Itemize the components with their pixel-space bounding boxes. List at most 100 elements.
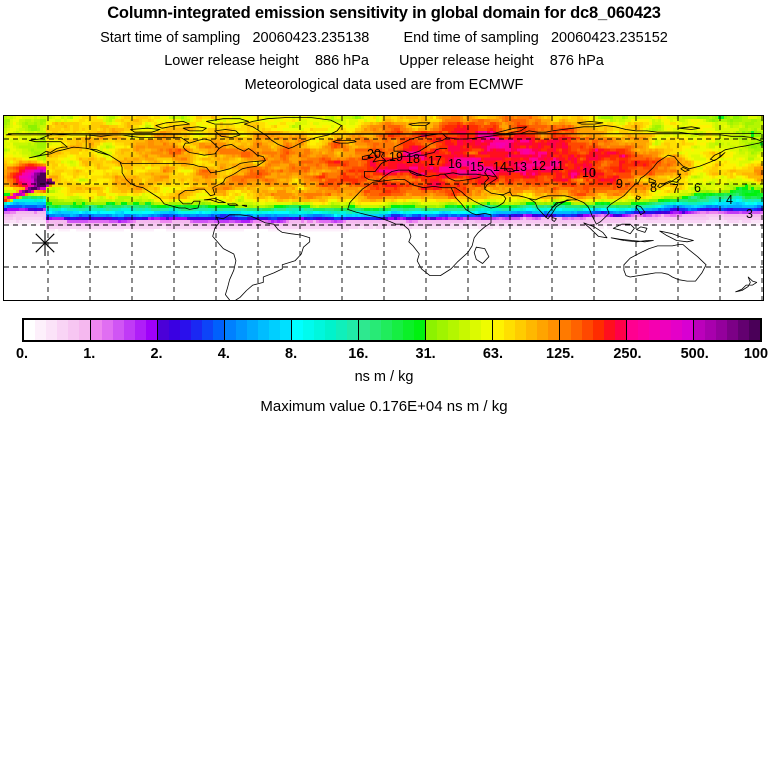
upper-release-height-label: Upper release height [399, 53, 534, 69]
release-site-star [32, 230, 58, 256]
trajectory-day-4: 4 [726, 193, 733, 207]
trajectory-day-12: 12 [532, 159, 546, 173]
colorbar-step [716, 320, 727, 340]
colorbar-step [437, 320, 448, 340]
colorbar-tick-8: 8. [285, 346, 298, 362]
end-time-value: 20060423.235152 [550, 29, 668, 46]
colorbar-step [146, 320, 157, 340]
colorbar-step [504, 320, 515, 340]
colorbar-step [448, 320, 459, 340]
colorbar-step [202, 320, 213, 340]
colorbar-step [392, 320, 403, 340]
colorbar-step [280, 320, 291, 340]
colorbar-step [537, 320, 548, 340]
colorbar-segment-2 [158, 320, 225, 340]
colorbar-step [158, 320, 169, 340]
trajectory-day-10: 10 [582, 166, 596, 180]
trajectory-day-14: 14 [493, 160, 507, 174]
colorbar-step [403, 320, 414, 340]
colorbar-step [35, 320, 46, 340]
met-data-line: Meteorological data used are from ECMWF [244, 76, 524, 93]
colorbar-step [169, 320, 180, 340]
colorbar-step [694, 320, 705, 340]
colorbar-step [627, 320, 638, 340]
colorbar-step [593, 320, 604, 340]
colorbar-step [359, 320, 370, 340]
colorbar-step [548, 320, 559, 340]
page-title: Column-integrated emission sensitivity i… [107, 4, 661, 22]
colorbar-step [671, 320, 682, 340]
colorbar-step [336, 320, 347, 340]
colorbar-step [660, 320, 671, 340]
colorbar-segment-1 [91, 320, 158, 340]
colorbar-tick-125: 125. [546, 346, 575, 362]
lower-release-height-value: 886 hPa [314, 53, 369, 69]
colorbar-segment-10 [694, 320, 760, 340]
colorbar-step [615, 320, 626, 340]
sampling-time-row: Start time of sampling 20060423.235138 E… [0, 29, 768, 46]
map-vector-overlay [4, 116, 763, 300]
trajectory-day-18: 18 [406, 152, 420, 166]
colorbar-step [738, 320, 749, 340]
colorbar-tick-0: 0. [15, 346, 29, 362]
colorbar-step [135, 320, 146, 340]
colorbar-step [560, 320, 571, 340]
trajectory-day-6: 6 [694, 181, 701, 195]
colorbar-units: ns m / kg [354, 369, 414, 385]
colorbar-panel: 0. 1. 2. 4. 8. 16. 31. 63. 125. 250. 500. 1000. [0, 314, 768, 361]
upper-release-height-value: 876 hPa [549, 53, 604, 69]
colorbar-step [414, 320, 425, 340]
trajectory-day-7: 7 [672, 182, 679, 196]
colorbar-step [91, 320, 102, 340]
trajectory-day-13: 13 [513, 160, 527, 174]
colorbar-step [638, 320, 649, 340]
map-layers: 20 19 18 17 16 15 14 13 12 11 10 9 8 7 6 4 3 [4, 116, 763, 300]
trajectory-day-3: 3 [746, 207, 753, 221]
colorbar-step [303, 320, 314, 340]
colorbar-step [213, 320, 224, 340]
start-time-label: Start time of sampling [100, 29, 241, 46]
colorbar [22, 318, 762, 342]
colorbar-tick-500: 500. [680, 346, 709, 362]
colorbar-segment-6 [426, 320, 493, 340]
colorbar-segment-9 [627, 320, 694, 340]
colorbar-step [258, 320, 269, 340]
colorbar-step [292, 320, 303, 340]
colorbar-tick-labels: 0. 1. 2. 4. 8. 16. 31. 63. 125. 250. 500. 1000. [0, 347, 768, 367]
colorbar-step [102, 320, 113, 340]
colorbar-step [481, 320, 492, 340]
colorbar-step [180, 320, 191, 340]
colorbar-tick-1000: 1000. [743, 346, 768, 362]
colorbar-step [493, 320, 504, 340]
colorbar-step [604, 320, 615, 340]
trajectory-day-8: 8 [650, 181, 657, 195]
colorbar-step [649, 320, 660, 340]
colorbar-step [459, 320, 470, 340]
map-frame: 20 19 18 17 16 15 14 13 12 11 10 9 8 7 6 4 3 [3, 115, 764, 301]
trajectory-day-20: 20 [367, 147, 381, 161]
colorbar-step [236, 320, 247, 340]
colorbar-step [191, 320, 202, 340]
colorbar-step [79, 320, 90, 340]
trajectory-day-9: 9 [616, 177, 623, 191]
colorbar-step [113, 320, 124, 340]
colorbar-step [571, 320, 582, 340]
colorbar-step [381, 320, 392, 340]
maximum-value-line: Maximum value 0.176E+04 ns m / kg [260, 398, 508, 415]
start-time-value: 20060423.235138 [252, 29, 370, 46]
plot-header: Column-integrated emission sensitivity i… [0, 0, 768, 92]
end-time-label: End time of sampling [403, 29, 539, 46]
gridlines [4, 116, 763, 300]
colorbar-segment-8 [560, 320, 627, 340]
colorbar-step [314, 320, 325, 340]
colorbar-tick-1: 1. [83, 346, 96, 362]
colorbar-step [269, 320, 280, 340]
trajectory-day-16: 16 [448, 157, 462, 171]
colorbar-step [325, 320, 336, 340]
colorbar-step [515, 320, 526, 340]
colorbar-tick-250: 250. [613, 346, 642, 362]
colorbar-tick-63: 63. [482, 346, 503, 362]
trajectory-day-15: 15 [470, 160, 484, 174]
trajectory-day-19: 19 [389, 150, 403, 164]
